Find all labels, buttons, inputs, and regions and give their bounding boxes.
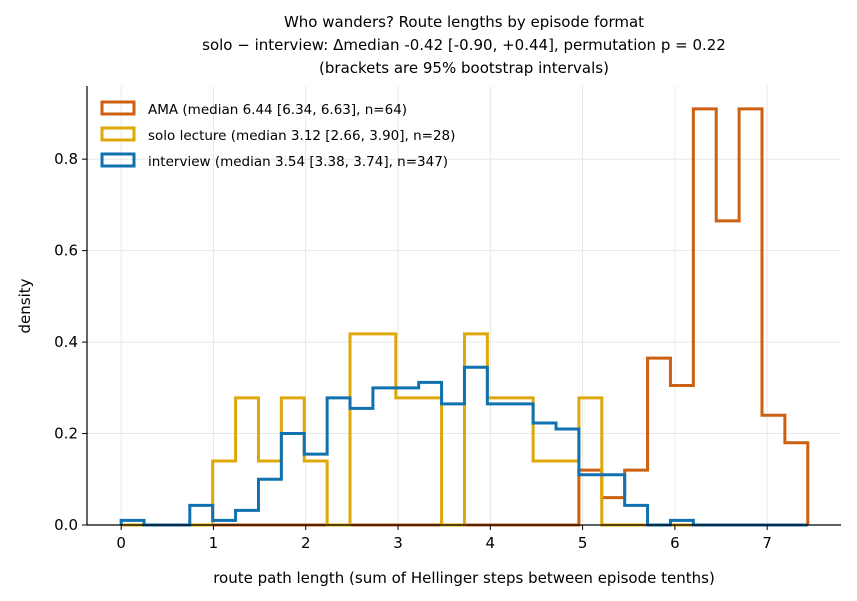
legend-swatch [100, 152, 136, 168]
y-tick-label: 0.8 [54, 150, 78, 168]
title-line-3: (brackets are 95% bootstrap intervals) [319, 59, 609, 77]
legend-entry: solo lecture (median 3.12 [2.66, 3.90], … [100, 126, 455, 144]
series-layer [119, 107, 810, 527]
legend: AMA (median 6.44 [6.34, 6.63], n=64) sol… [100, 100, 455, 170]
legend-swatch [100, 126, 136, 142]
y-tick-label: 0.2 [54, 425, 78, 443]
legend-label: AMA (median 6.44 [6.34, 6.63], n=64) [148, 102, 407, 118]
legend-entry: AMA (median 6.44 [6.34, 6.63], n=64) [100, 100, 407, 118]
x-tick-label: 6 [670, 534, 680, 552]
histogram-step-line [121, 332, 808, 527]
y-tick-label: 0.6 [54, 242, 78, 260]
x-tick-label: 2 [301, 534, 311, 552]
y-axis-label: density [16, 278, 34, 333]
x-tick-label: 5 [578, 534, 588, 552]
y-ticks: 0.0 0.2 0.4 0.6 0.8 [54, 150, 87, 534]
x-ticks: 0 1 2 3 4 5 6 7 [116, 525, 772, 552]
chart-title: Who wanders? Route lengths by episode fo… [202, 13, 726, 77]
x-tick-label: 7 [762, 534, 772, 552]
legend-label: interview (median 3.54 [3.38, 3.74], n=3… [148, 154, 448, 170]
title-line-1: Who wanders? Route lengths by episode fo… [284, 13, 644, 31]
y-tick-label: 0.0 [54, 516, 78, 534]
title-line-2: solo − interview: Δmedian -0.42 [-0.90, … [202, 36, 726, 54]
legend-entry: interview (median 3.54 [3.38, 3.74], n=3… [100, 152, 448, 170]
x-tick-label: 1 [209, 534, 219, 552]
series-1 [121, 332, 808, 527]
x-axis-label: route path length (sum of Hellinger step… [213, 569, 715, 587]
legend-swatch [100, 100, 136, 116]
x-tick-label: 0 [116, 534, 126, 552]
y-tick-label: 0.4 [54, 333, 78, 351]
legend-label: solo lecture (median 3.12 [2.66, 3.90], … [148, 128, 455, 144]
x-tick-label: 4 [486, 534, 496, 552]
x-tick-label: 3 [393, 534, 403, 552]
